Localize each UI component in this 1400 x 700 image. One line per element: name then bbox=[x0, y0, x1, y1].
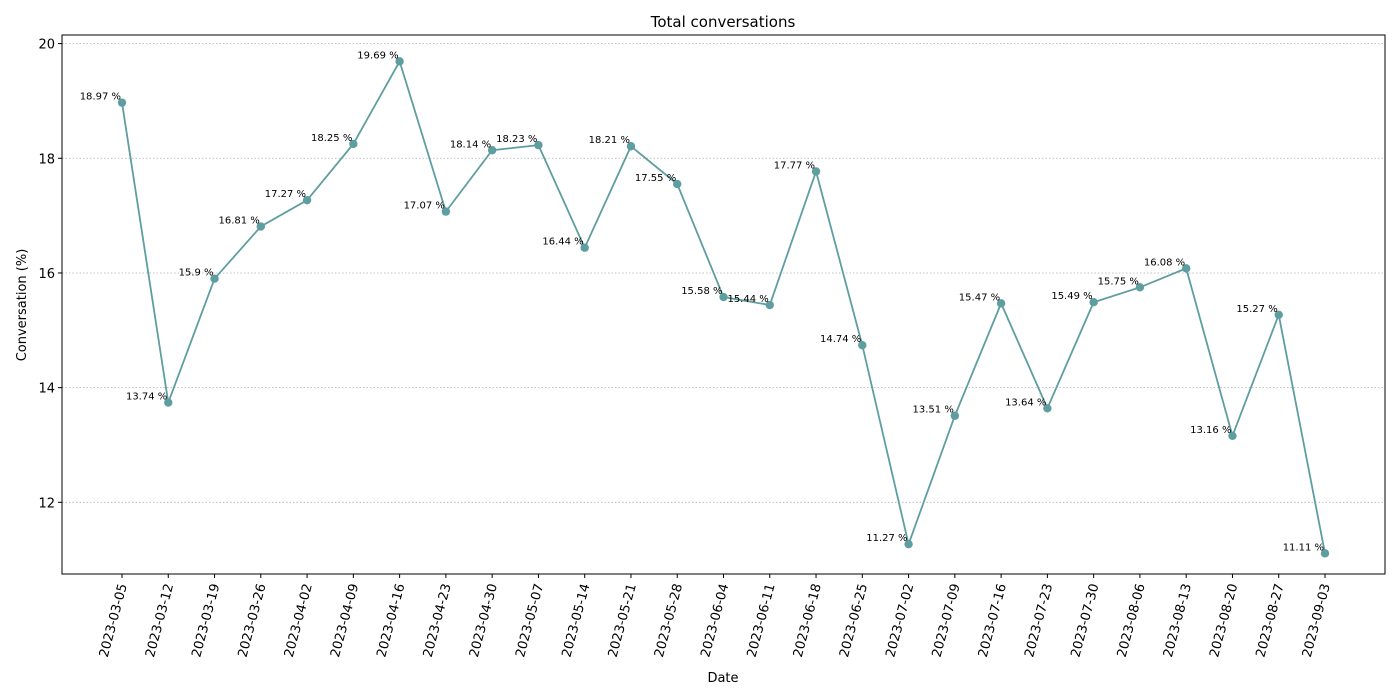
data-label: 17.55 % bbox=[635, 173, 676, 184]
x-axis-title: Date bbox=[707, 671, 738, 686]
y-axis: 12 14 16 18 20 bbox=[38, 38, 62, 511]
data-point bbox=[1181, 264, 1191, 273]
data-point bbox=[1135, 283, 1145, 292]
data-point bbox=[1228, 431, 1237, 441]
x-tick-label: 2023-03-05 bbox=[97, 582, 131, 659]
data-label: 15.47 % bbox=[959, 292, 1000, 303]
data-point bbox=[719, 292, 728, 302]
data-point bbox=[950, 411, 960, 420]
x-tick-label: 2023-06-25 bbox=[837, 582, 871, 659]
x-tick-label: 2023-04-16 bbox=[374, 582, 408, 659]
data-label: 15.75 % bbox=[1098, 276, 1139, 287]
data-label: 17.77 % bbox=[774, 160, 815, 171]
data-point bbox=[117, 98, 127, 107]
data-label: 14.74 % bbox=[820, 334, 861, 345]
x-tick-label: 2023-08-13 bbox=[1161, 582, 1195, 659]
data-point bbox=[626, 142, 636, 151]
x-tick-label: 2023-06-11 bbox=[745, 582, 779, 659]
plot-frame bbox=[61, 34, 1386, 575]
x-tick-label: 2023-08-27 bbox=[1254, 582, 1288, 659]
data-label: 15.49 % bbox=[1051, 291, 1092, 302]
x-tick-label: 2023-06-04 bbox=[698, 582, 732, 659]
data-point bbox=[487, 146, 497, 155]
data-label: 15.44 % bbox=[727, 294, 768, 305]
data-label: 13.74 % bbox=[126, 392, 167, 403]
x-tick-label: 2023-03-26 bbox=[236, 582, 270, 659]
data-label: 19.69 % bbox=[357, 50, 398, 61]
data-label: 15.27 % bbox=[1236, 304, 1277, 315]
y-tick-label: 16 bbox=[38, 267, 55, 282]
data-point bbox=[1274, 310, 1283, 320]
x-tick-label: 2023-05-14 bbox=[560, 582, 594, 659]
series-conversation bbox=[117, 57, 1330, 558]
data-label: 17.27 % bbox=[265, 189, 306, 200]
data-point bbox=[1089, 298, 1098, 307]
x-tick-label: 2023-07-09 bbox=[930, 582, 964, 659]
series-line bbox=[121, 59, 1326, 554]
y-tick-label: 20 bbox=[38, 38, 55, 53]
data-point bbox=[395, 57, 404, 66]
data-label: 18.21 % bbox=[589, 135, 630, 146]
x-tick-label: 2023-07-16 bbox=[976, 582, 1010, 659]
data-point bbox=[904, 539, 913, 549]
x-tick-label: 2023-09-03 bbox=[1300, 582, 1334, 659]
x-tick-label: 2023-08-06 bbox=[1115, 582, 1149, 659]
x-tick-label: 2023-07-02 bbox=[883, 582, 917, 659]
data-label: 16.08 % bbox=[1144, 257, 1185, 268]
data-point bbox=[996, 299, 1006, 308]
data-point bbox=[673, 179, 682, 189]
data-label: 13.64 % bbox=[1005, 397, 1046, 408]
x-axis: 2023-03-05 2023-03-12 2023-03-19 2023-03-26… bbox=[97, 574, 1334, 659]
data-point bbox=[765, 300, 774, 310]
data-point bbox=[858, 341, 867, 350]
y-tick-label: 14 bbox=[38, 382, 55, 397]
data-label: 18.14 % bbox=[450, 139, 491, 150]
data-label: 16.81 % bbox=[218, 216, 259, 227]
x-tick-label: 2023-05-07 bbox=[513, 582, 547, 659]
x-tick-label: 2023-06-18 bbox=[791, 582, 825, 659]
x-tick-label: 2023-07-23 bbox=[1022, 582, 1056, 659]
data-point bbox=[210, 274, 219, 283]
x-tick-label: 2023-03-12 bbox=[143, 582, 177, 659]
x-tick-label: 2023-03-19 bbox=[189, 582, 223, 659]
data-point bbox=[1043, 404, 1052, 413]
x-tick-label: 2023-04-23 bbox=[421, 582, 455, 659]
data-point bbox=[349, 139, 358, 149]
data-point bbox=[1320, 549, 1330, 558]
data-labels: 18.97 % 13.74 % 15.9 % 16.81 % 17.27 % 18.25 … bbox=[80, 50, 1324, 553]
x-tick-label: 2023-05-21 bbox=[606, 582, 640, 659]
grid-lines bbox=[62, 43, 1385, 503]
x-tick-label: 2023-05-28 bbox=[652, 582, 686, 659]
data-label: 18.25 % bbox=[311, 133, 352, 144]
x-tick-label: 2023-04-09 bbox=[328, 582, 362, 659]
x-tick-label: 2023-04-02 bbox=[282, 582, 316, 659]
data-point bbox=[534, 140, 543, 150]
data-label: 15.58 % bbox=[681, 286, 722, 297]
data-label: 18.23 % bbox=[496, 134, 537, 145]
data-label: 13.51 % bbox=[913, 405, 954, 416]
data-point bbox=[164, 398, 173, 407]
data-point bbox=[256, 222, 266, 231]
data-point bbox=[580, 243, 589, 252]
chart-title: Total conversations bbox=[650, 13, 796, 31]
y-tick-label: 12 bbox=[38, 496, 55, 511]
data-label: 13.16 % bbox=[1190, 425, 1231, 436]
data-label: 16.44 % bbox=[542, 237, 583, 248]
data-point bbox=[811, 167, 821, 176]
data-point bbox=[441, 207, 451, 216]
x-tick-label: 2023-04-30 bbox=[467, 582, 501, 659]
data-label: 11.27 % bbox=[866, 533, 907, 544]
x-tick-label: 2023-08-20 bbox=[1207, 582, 1241, 659]
data-label: 11.11 % bbox=[1283, 542, 1324, 553]
y-tick-label: 18 bbox=[38, 152, 55, 167]
data-label: 15.9 % bbox=[179, 268, 214, 279]
data-point bbox=[302, 195, 312, 205]
y-axis-title: Conversation (%) bbox=[15, 249, 30, 362]
data-label: 17.07 % bbox=[404, 201, 445, 212]
data-label: 18.97 % bbox=[80, 92, 121, 103]
x-tick-label: 2023-07-30 bbox=[1068, 582, 1102, 659]
